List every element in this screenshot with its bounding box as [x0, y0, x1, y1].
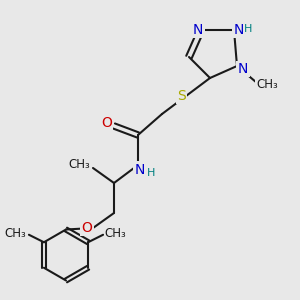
Text: CH₃: CH₃: [256, 77, 278, 91]
Text: CH₃: CH₃: [69, 158, 90, 172]
Text: N: N: [193, 23, 203, 37]
Text: N: N: [233, 23, 244, 37]
Text: H: H: [147, 167, 156, 178]
Text: N: N: [238, 62, 248, 76]
Text: N: N: [134, 163, 145, 176]
Text: O: O: [101, 116, 112, 130]
Text: S: S: [177, 89, 186, 103]
Text: CH₃: CH₃: [4, 227, 26, 240]
Text: CH₃: CH₃: [105, 227, 127, 240]
Text: O: O: [82, 221, 92, 235]
Text: H: H: [244, 23, 252, 34]
